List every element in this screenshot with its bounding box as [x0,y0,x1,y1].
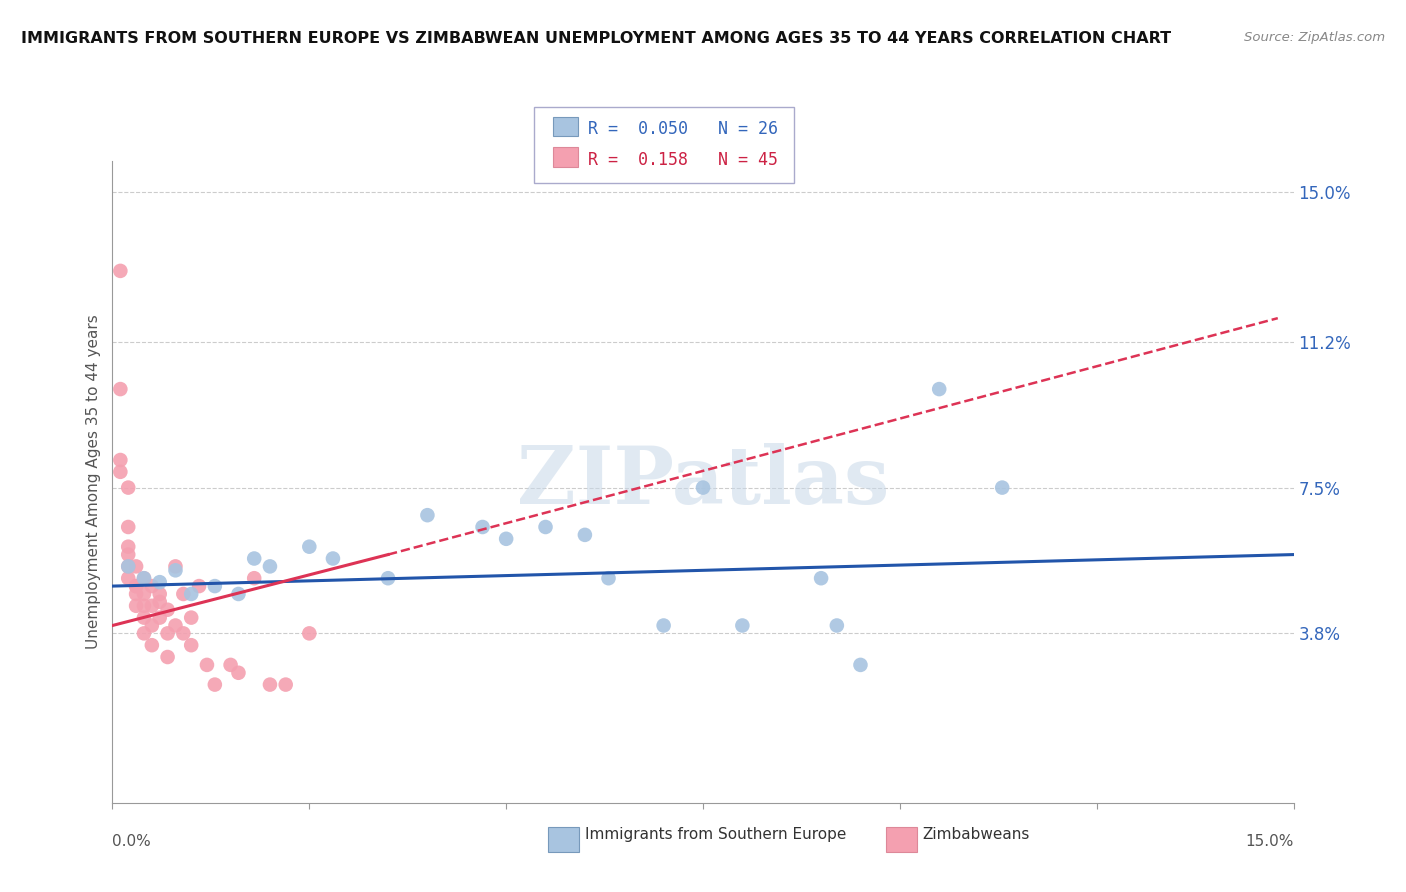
Point [322,551,344,566]
Point [219,657,242,672]
Point [228,587,250,601]
Point [125,587,148,601]
Point [149,587,172,601]
Point [495,532,517,546]
Point [204,579,226,593]
Point [117,540,139,554]
Point [574,528,596,542]
Point [125,559,148,574]
Point [471,520,494,534]
Text: R =  0.158   N = 45: R = 0.158 N = 45 [588,151,778,169]
Point [849,657,872,672]
Point [692,481,714,495]
Y-axis label: Unemployment Among Ages 35 to 44 years: Unemployment Among Ages 35 to 44 years [86,314,101,649]
Point [149,610,172,624]
Point [156,650,179,665]
Point [132,599,155,613]
Point [141,599,163,613]
Point [228,665,250,680]
Point [172,626,194,640]
Point [125,579,148,593]
Point [117,559,139,574]
Point [117,571,139,585]
Point [243,551,266,566]
Point [110,453,132,467]
Point [141,579,163,593]
Point [259,559,281,574]
Point [195,657,218,672]
Point [180,610,202,624]
Point [132,571,155,585]
Point [132,626,155,640]
Point [243,571,266,585]
Text: R =  0.050   N = 26: R = 0.050 N = 26 [588,120,778,138]
Point [259,677,281,691]
Point [156,603,179,617]
Point [165,559,187,574]
Text: Zimbabweans: Zimbabweans [922,827,1029,842]
Point [125,579,148,593]
Point [188,579,211,593]
Point [180,587,202,601]
Point [928,382,950,396]
Text: 0.0%: 0.0% [112,834,152,849]
Point [117,559,139,574]
Point [132,610,155,624]
Point [298,626,321,640]
Point [156,626,179,640]
Point [274,677,297,691]
Point [141,618,163,632]
Point [652,618,675,632]
Point [991,481,1014,495]
Point [117,548,139,562]
Point [149,595,172,609]
Point [825,618,848,632]
Point [598,571,620,585]
Point [110,264,132,278]
Point [149,575,172,590]
Point [110,382,132,396]
Point [416,508,439,523]
Text: 15.0%: 15.0% [1246,834,1294,849]
Point [180,638,202,652]
Point [132,587,155,601]
Point [204,677,226,691]
Point [125,599,148,613]
Text: IMMIGRANTS FROM SOUTHERN EUROPE VS ZIMBABWEAN UNEMPLOYMENT AMONG AGES 35 TO 44 Y: IMMIGRANTS FROM SOUTHERN EUROPE VS ZIMBA… [21,31,1171,46]
Point [110,465,132,479]
Text: ZIPatlas: ZIPatlas [517,442,889,521]
Point [810,571,832,585]
Text: Immigrants from Southern Europe: Immigrants from Southern Europe [585,827,846,842]
Point [117,481,139,495]
Point [377,571,399,585]
Point [117,520,139,534]
Point [172,587,194,601]
Point [731,618,754,632]
Point [165,618,187,632]
Text: Source: ZipAtlas.com: Source: ZipAtlas.com [1244,31,1385,45]
Point [534,520,557,534]
Point [298,540,321,554]
Point [141,638,163,652]
Point [132,571,155,585]
Point [165,563,187,577]
